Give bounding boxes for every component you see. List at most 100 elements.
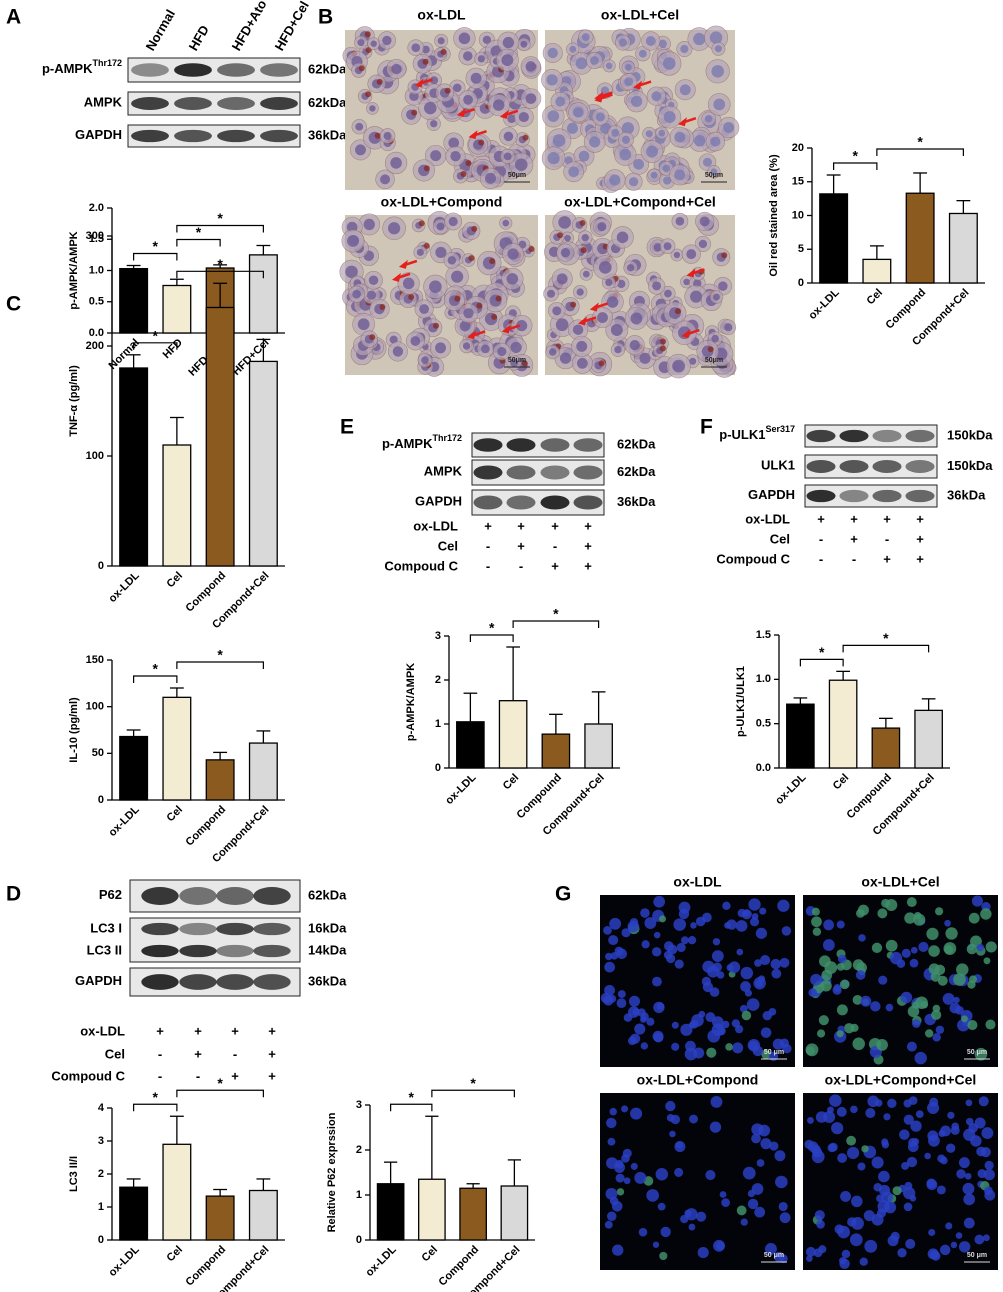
cell-nucleus (604, 984, 615, 996)
cell-nucleus (871, 1156, 884, 1169)
cell-nucleus (678, 908, 690, 920)
cell-nucleus (630, 95, 643, 108)
cell-nucleus (576, 340, 588, 352)
cell-nucleus (624, 77, 634, 87)
x-tick-label: Cel (419, 1244, 440, 1265)
treatment-sign: - (553, 538, 557, 553)
blot-row-label: P62 (99, 887, 122, 902)
lipid-droplet (556, 232, 563, 239)
molecular-weight: 150kDa (947, 458, 993, 473)
blot-band (179, 944, 217, 958)
lane-label: HFD (186, 23, 212, 54)
cell-nucleus (624, 63, 632, 71)
cell-nucleus (702, 960, 715, 973)
cell-nucleus (566, 122, 579, 134)
cell-nucleus (463, 308, 474, 319)
significance-bracket (133, 1103, 178, 1112)
cell-nucleus (614, 1162, 625, 1173)
cell-nucleus (858, 934, 866, 942)
cell-nucleus (822, 939, 835, 951)
significance-mark: * (470, 1075, 476, 1091)
treatment-sign: + (916, 531, 924, 546)
cell-nucleus (725, 1043, 733, 1051)
blot-frame (127, 91, 301, 116)
cell-nucleus (836, 1004, 848, 1016)
cell-nucleus (621, 928, 631, 938)
cell-nucleus (363, 218, 375, 231)
blot-band (473, 465, 503, 480)
lipid-droplet (674, 308, 681, 315)
cell-nucleus (837, 1153, 848, 1163)
x-tick-label: Compond (184, 1244, 229, 1289)
cell-nucleus (568, 166, 580, 178)
cell-nucleus (928, 1228, 936, 1237)
protein-name: GAPDH (75, 973, 122, 988)
cell-nucleus (629, 339, 640, 351)
lipid-droplet (374, 132, 381, 139)
cell-nucleus (736, 1205, 747, 1216)
cell-nucleus (976, 943, 985, 952)
cell-nucleus (929, 1249, 940, 1260)
y-tick-label: 0.0 (89, 327, 104, 339)
cell-nucleus (759, 907, 767, 915)
treatment-sign: + (883, 511, 891, 526)
treatment-sign: + (916, 551, 924, 566)
significance-bracket (176, 1089, 264, 1098)
cell-nucleus (618, 38, 628, 47)
blot-band (179, 974, 217, 990)
bar (205, 306, 235, 567)
cell-nucleus (382, 35, 392, 46)
bar (828, 679, 858, 769)
cell-nucleus (547, 47, 558, 59)
scale-label: 50 μm (764, 1049, 784, 1056)
cell-nucleus (760, 1027, 772, 1038)
lipid-droplet (364, 31, 371, 38)
blot-band (174, 97, 212, 110)
protein-name: p-AMPK (42, 61, 93, 76)
cell-nucleus (856, 962, 867, 973)
cell-nucleus (506, 273, 519, 285)
cell-nucleus (722, 901, 731, 910)
cell-nucleus (702, 157, 712, 167)
cell-nucleus (609, 1196, 619, 1206)
cell-nucleus (485, 172, 496, 184)
cell-nucleus (603, 925, 612, 935)
cell-nucleus (674, 1141, 686, 1153)
y-tick-label: 0.5 (756, 718, 771, 730)
cell-nucleus (846, 1135, 857, 1146)
cell-nucleus (660, 1226, 671, 1238)
cell-nucleus (610, 952, 619, 960)
cell-nucleus (597, 312, 608, 324)
bar (248, 254, 278, 334)
x-tick-label: Compond (884, 287, 929, 332)
x-tick-label: ox-LDL (107, 803, 142, 838)
cell-nucleus (810, 973, 822, 986)
cell-nucleus (609, 174, 621, 186)
bar (786, 703, 815, 769)
cell-nucleus (878, 1170, 890, 1183)
cell-nucleus (357, 318, 370, 331)
cell-nucleus (612, 1244, 624, 1256)
significance-bracket (431, 1089, 515, 1098)
cell-nucleus (448, 216, 458, 227)
blot-row-label: LC3 I (90, 920, 122, 935)
lipid-droplet (454, 295, 461, 302)
cell-nucleus (985, 1019, 996, 1030)
cell-nucleus (645, 36, 656, 46)
significance-mark: * (489, 620, 495, 636)
cell-nucleus (658, 129, 666, 137)
cell-nucleus (751, 1133, 761, 1144)
cell-nucleus (939, 1244, 951, 1256)
cell-nucleus (576, 357, 588, 369)
blot-band (217, 129, 255, 143)
cell-nucleus (685, 1208, 698, 1221)
blot-band (260, 97, 298, 110)
significance-mark: * (153, 661, 159, 677)
lipid-droplet (376, 78, 383, 85)
lipid-droplet (379, 303, 386, 310)
cell-nucleus (368, 275, 379, 286)
cell-nucleus (926, 1178, 937, 1189)
blot-band (839, 429, 869, 443)
treatment-sign: + (231, 1068, 239, 1083)
